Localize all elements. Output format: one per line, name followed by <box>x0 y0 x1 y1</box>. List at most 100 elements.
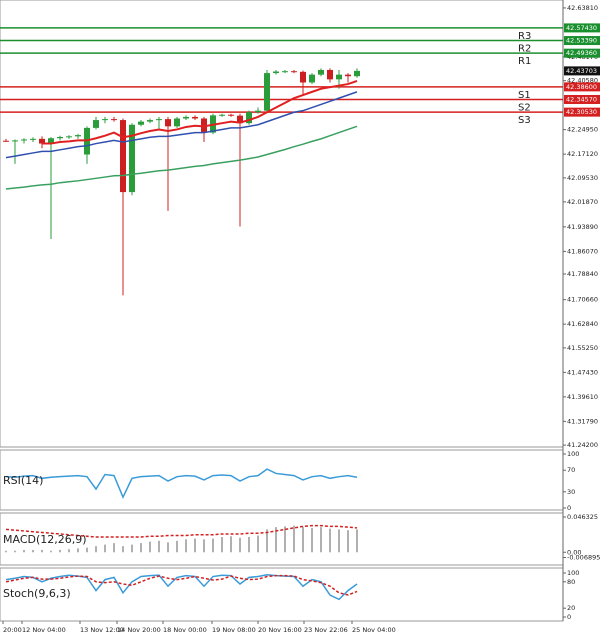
y-tick-label: 70 <box>567 466 575 474</box>
y-tick-label: 0.00 <box>567 548 581 556</box>
y-tick-label: 41.62840 <box>567 320 598 328</box>
bar <box>284 526 286 553</box>
bar <box>302 527 304 553</box>
y-tick-label: 42.63810 <box>567 4 598 12</box>
candle-body <box>3 140 9 142</box>
candle-body <box>219 114 225 116</box>
candle-body <box>192 116 198 119</box>
candle-body <box>21 139 27 141</box>
panel-title: MACD(12,26,9) <box>3 533 87 546</box>
series-line <box>5 125 358 190</box>
series-line <box>5 524 358 538</box>
candle-body <box>165 119 171 127</box>
candle-body <box>120 120 126 193</box>
candle-body <box>147 120 153 122</box>
level-tag <box>564 36 600 46</box>
series-line <box>5 468 358 500</box>
bar <box>122 546 124 553</box>
level-tag-label: 42.57430 <box>566 24 597 32</box>
candle-body <box>129 124 135 193</box>
candle-body <box>246 112 252 124</box>
level-tag <box>564 107 600 117</box>
series-line <box>5 91 358 159</box>
candle-body <box>264 73 270 111</box>
bar <box>95 546 97 553</box>
bar <box>320 527 322 553</box>
last-price-label: 42.43703 <box>566 67 597 75</box>
candle-body <box>228 114 234 116</box>
bar <box>185 539 187 553</box>
bar <box>293 525 295 553</box>
bar <box>41 549 43 553</box>
bar <box>149 541 151 553</box>
candle-body <box>66 136 72 138</box>
level-name: S2 <box>518 102 531 113</box>
level-tag-label: 42.53390 <box>566 37 597 45</box>
bar <box>338 529 340 553</box>
bar <box>356 529 358 553</box>
candle-body <box>309 74 315 83</box>
bar <box>158 540 160 553</box>
y-tick-label: 100 <box>567 569 579 577</box>
bar <box>311 527 313 553</box>
x-tick-label: 23 Nov 22:06 <box>304 626 348 634</box>
level-name: S3 <box>518 115 531 126</box>
y-tick-label: 42.09530 <box>567 174 598 182</box>
bar <box>32 549 34 553</box>
candle-body <box>174 118 180 127</box>
x-tick-label: 19 Nov 08:00 <box>212 626 256 634</box>
bar <box>275 527 277 553</box>
y-tick-label: 41.93890 <box>567 223 598 231</box>
level-tag <box>564 82 600 92</box>
level-tag-label: 42.49360 <box>566 49 597 57</box>
y-tick-label: 0 <box>567 613 571 621</box>
last-price-tag <box>564 66 600 76</box>
y-tick-label: 42.01870 <box>567 198 598 206</box>
candle-body <box>30 138 36 140</box>
y-tick-label: 41.39610 <box>567 393 598 401</box>
bar <box>347 530 349 553</box>
y-tick-label: 0 <box>567 504 571 512</box>
stoch-panel <box>0 567 564 622</box>
bar <box>50 550 52 553</box>
candle-body <box>282 71 288 73</box>
main-panel <box>0 0 564 448</box>
level-name: R2 <box>518 44 531 55</box>
bar <box>113 543 115 553</box>
y-tick-label: -0.006895 <box>567 554 600 562</box>
bar <box>212 538 214 553</box>
bar <box>176 540 178 553</box>
y-tick-label: 41.24200 <box>567 441 598 449</box>
candle-body <box>111 119 117 121</box>
y-tick-label: 42.17120 <box>567 150 598 158</box>
level-tag <box>564 48 600 58</box>
bar <box>329 528 331 553</box>
candle-body <box>12 140 18 142</box>
bar <box>257 535 259 553</box>
bar <box>5 550 7 553</box>
bar <box>266 529 268 553</box>
level-tag <box>564 23 600 33</box>
y-tick-label: 41.31790 <box>567 417 598 425</box>
y-tick-label: 41.86070 <box>567 247 598 255</box>
bar <box>131 544 133 553</box>
y-tick-label: 41.78840 <box>567 270 598 278</box>
panel-title: Stoch(9,6,3) <box>3 587 71 600</box>
level-tag <box>564 94 600 104</box>
y-tick-label: 42.24950 <box>567 126 598 134</box>
y-tick-label: 41.55250 <box>567 344 598 352</box>
candle-body <box>327 69 333 80</box>
candle-body <box>291 71 297 73</box>
bar <box>203 539 205 553</box>
bar <box>167 542 169 553</box>
y-tick-label: 20 <box>567 604 575 612</box>
candle-body <box>183 116 189 119</box>
level-tag-label: 42.34570 <box>566 95 597 103</box>
candle-body <box>336 74 342 80</box>
bar <box>86 547 88 553</box>
x-tick-label: 20 Nov 16:00 <box>258 626 302 634</box>
level-tag-label: 42.38600 <box>566 83 597 91</box>
candle-body <box>102 119 108 121</box>
y-tick-label: 41.70660 <box>567 296 598 304</box>
